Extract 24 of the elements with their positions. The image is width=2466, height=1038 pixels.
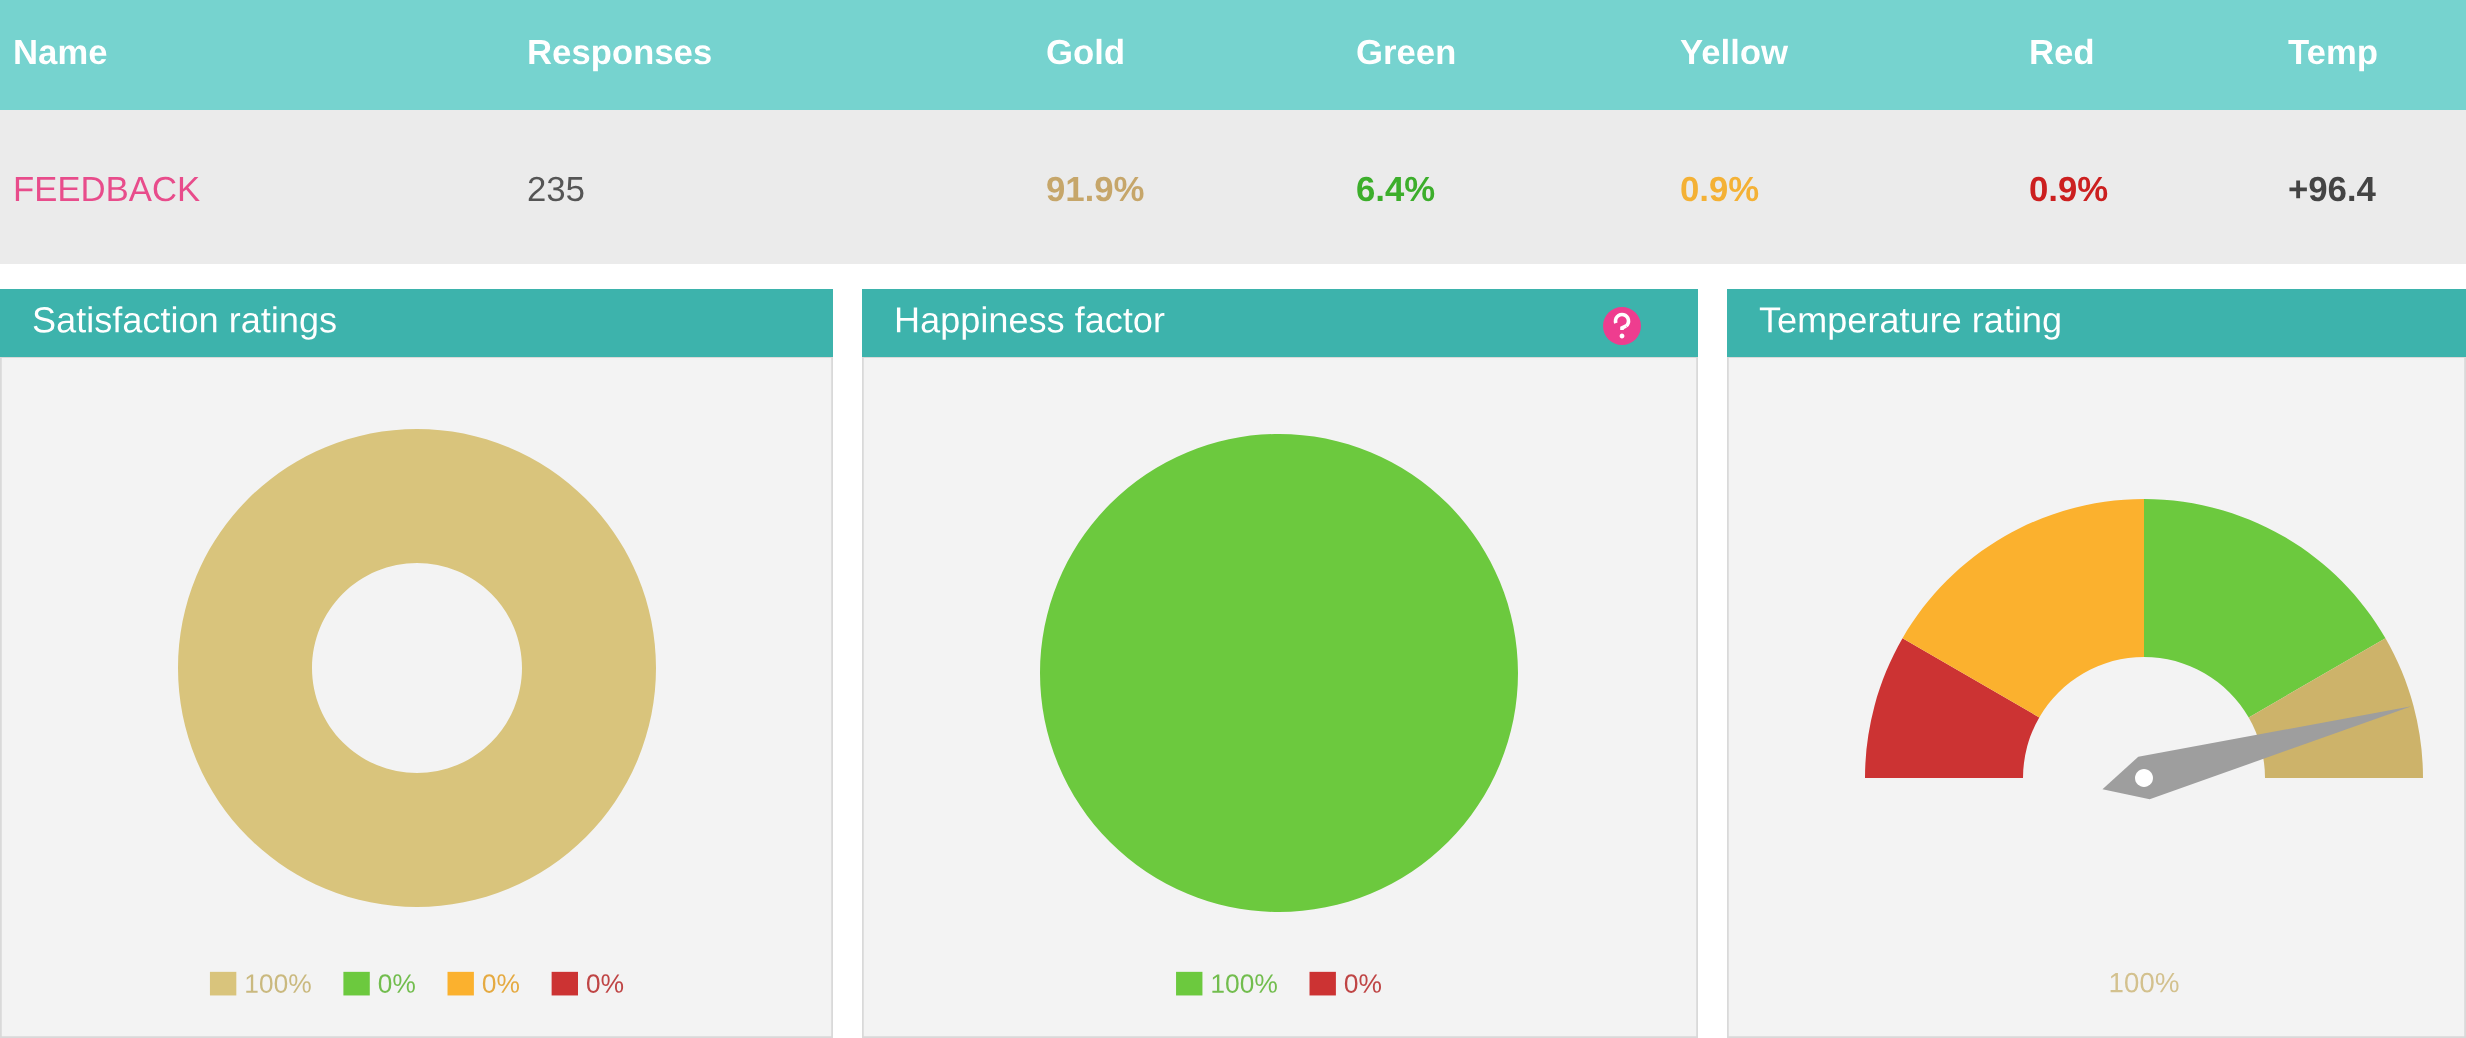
category-label: Gold bbox=[1047, 38, 1123, 65]
text: 6.4% bbox=[1357, 176, 1435, 202]
text: 0.9% bbox=[2030, 176, 2108, 202]
legend-label: 100% bbox=[246, 974, 311, 993]
category-label: Yellow bbox=[1680, 38, 1789, 65]
legend-label: 0% bbox=[482, 974, 520, 993]
category-label: Name bbox=[15, 40, 107, 65]
chart-title: Happiness factor bbox=[896, 306, 1165, 340]
text: +96.4 bbox=[2289, 176, 2376, 202]
text: 100% bbox=[2110, 972, 2179, 993]
legend-label: 100% bbox=[1212, 974, 1277, 993]
text: 91.9% bbox=[1047, 176, 1144, 202]
chart-title: Satisfaction ratings bbox=[33, 306, 336, 340]
legend-label: 0% bbox=[1344, 974, 1382, 993]
category-label: Responses bbox=[529, 40, 711, 72]
legend-label: 0% bbox=[378, 974, 415, 993]
chart-title: Temperature rating bbox=[1759, 306, 2060, 340]
category-label: Green bbox=[1357, 39, 1455, 65]
category-label: Red bbox=[2031, 38, 2093, 65]
legend-label: 0% bbox=[586, 974, 624, 993]
category-label: Temp bbox=[2288, 40, 2377, 72]
text: 235 bbox=[528, 176, 584, 202]
text: 0.9% bbox=[1681, 176, 1759, 202]
text: FEEDBACK bbox=[15, 176, 200, 202]
